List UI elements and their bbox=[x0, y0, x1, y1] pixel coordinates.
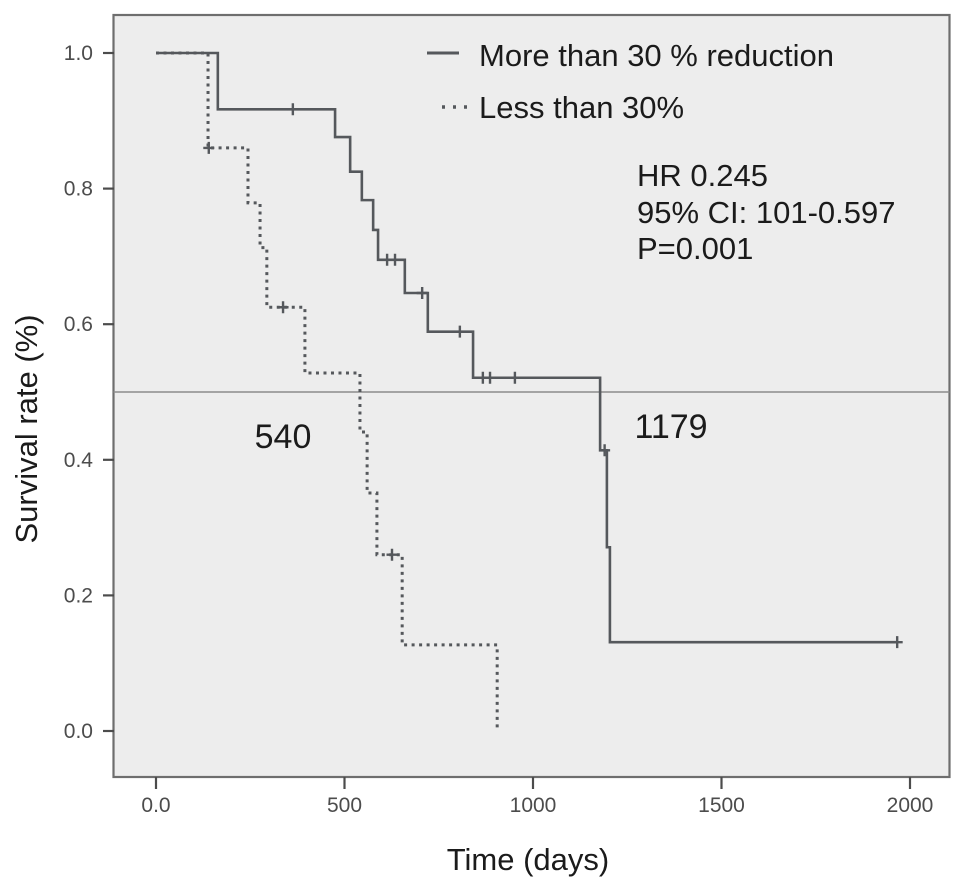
censor-mark bbox=[484, 371, 496, 384]
censor-mark bbox=[287, 103, 299, 116]
stats-annotation: HR 0.245 95% CI: 101-0.597 P=0.001 bbox=[637, 158, 896, 266]
censor-mark bbox=[386, 548, 398, 561]
y-tick-label: 0.0 bbox=[64, 720, 93, 743]
x-tick-label: 500 bbox=[327, 794, 362, 817]
y-axis-title: Survival rate (%) bbox=[9, 314, 44, 543]
y-tick-label: 0.8 bbox=[64, 178, 93, 201]
legend-label-more-than-30: More than 30 % reduction bbox=[479, 38, 834, 73]
censor-mark bbox=[277, 301, 289, 314]
y-tick-label: 0.6 bbox=[64, 313, 93, 336]
x-tick-label: 0.0 bbox=[141, 794, 170, 817]
censor-mark bbox=[203, 141, 215, 154]
median-label-540: 540 bbox=[255, 418, 312, 456]
survival-curves bbox=[156, 51, 903, 731]
censor-mark bbox=[454, 325, 466, 338]
median-label-1179: 1179 bbox=[634, 408, 707, 446]
x-tick-label: 1000 bbox=[510, 794, 557, 817]
curve-dotted bbox=[156, 51, 499, 731]
censor-mark bbox=[891, 636, 903, 649]
y-tick-label: 0.4 bbox=[64, 449, 94, 472]
ci-annotation: 95% CI: 101-0.597 bbox=[637, 195, 896, 230]
y-tick-label: 1.0 bbox=[64, 42, 93, 65]
y-axis-ticks: 0.0 0.2 0.4 0.6 0.8 1.0 bbox=[64, 42, 114, 743]
y-tick-label: 0.2 bbox=[64, 584, 93, 607]
x-axis-ticks: 0.0 500 1000 1500 2000 bbox=[141, 777, 933, 817]
censor-mark bbox=[389, 253, 401, 266]
x-tick-label: 1500 bbox=[698, 794, 745, 817]
plot-area bbox=[112, 13, 951, 779]
legend: More than 30 % reduction Less than 30% bbox=[427, 38, 834, 125]
censor-mark bbox=[599, 444, 611, 457]
censor-mark bbox=[416, 287, 428, 300]
hr-annotation: HR 0.245 bbox=[637, 158, 768, 193]
x-tick-label: 2000 bbox=[887, 794, 934, 817]
legend-label-less-than-30: Less than 30% bbox=[479, 90, 684, 125]
x-axis-title: Time (days) bbox=[447, 842, 609, 877]
p-value-annotation: P=0.001 bbox=[637, 231, 753, 266]
censor-mark bbox=[509, 371, 521, 384]
